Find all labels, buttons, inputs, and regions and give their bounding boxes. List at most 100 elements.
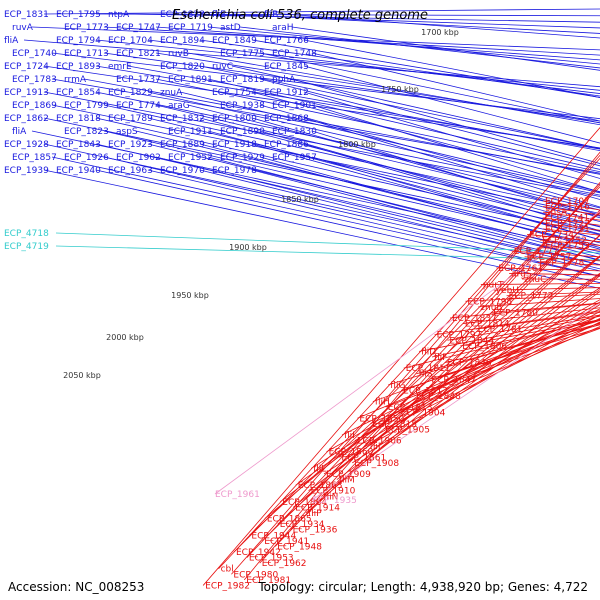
- forward-gene-label: ruvA: [12, 23, 34, 33]
- forward-gene-label: ECP_1886: [264, 140, 309, 150]
- reverse-connector: [382, 321, 600, 430]
- forward-gene-label: pphA: [272, 75, 296, 85]
- scale-label: 1850 kbp: [281, 195, 319, 204]
- forward-gene-label: ECP_1891: [168, 75, 213, 85]
- reverse-gene-label: ECP_1909: [326, 470, 371, 480]
- forward-gene-label: fliE: [212, 10, 226, 20]
- forward-gene-label-connector: [83, 78, 600, 175]
- reverse-gene-label: ECP_1942: [236, 548, 281, 558]
- reverse-connector: [475, 311, 600, 330]
- forward-gene-label: ECP_1766: [264, 36, 309, 46]
- reverse-gene-label: ECP_1812: [403, 386, 448, 396]
- forward-gene-label-connector: [95, 117, 600, 232]
- scale-label: 2050 kbp: [63, 371, 101, 380]
- reverse-connector: [352, 304, 600, 464]
- scale-label: 1750 kbp: [381, 85, 419, 94]
- forward-gene-label: ECP_1929: [220, 153, 265, 163]
- forward-gene-label: ECP_1773: [64, 23, 109, 33]
- reverse-gene-label: ECP_1982: [205, 581, 250, 591]
- forward-gene-label: ECP_1893: [56, 62, 101, 72]
- reverse-gene-label: ECP_1948: [277, 542, 322, 552]
- forward-gene-label-connector: [231, 65, 600, 149]
- forward-gene-label: ECP_1775: [220, 49, 265, 59]
- forward-gene-label-connector: [199, 143, 600, 248]
- forward-gene-label: ECP_1889: [160, 140, 205, 150]
- forward-gene-label-connector: [251, 143, 600, 241]
- forward-gene-label: ECP_1724: [4, 62, 49, 72]
- forward-gene-label-connector: [291, 26, 600, 71]
- reverse-gene-label: ECP_1731: [545, 225, 590, 235]
- forward-gene-label-connector: [127, 65, 600, 152]
- reverse-gene-label: ECP_1936: [293, 526, 338, 536]
- reverse-gene-label: fliN: [323, 492, 338, 502]
- forward-gene-label-connector: [251, 169, 600, 262]
- reverse-gene-label: ECP_1914: [295, 503, 340, 513]
- forward-gene-label-connector: [95, 169, 600, 284]
- forward-gene-label-connector: [187, 52, 600, 126]
- reverse-connector: [231, 154, 600, 575]
- forward-gene-label: ECP_1828: [160, 10, 205, 20]
- rna-connector: [55, 245, 600, 261]
- forward-gene-label-connector: [259, 104, 600, 200]
- forward-gene-label-connector: [155, 156, 600, 266]
- reverse-connector: [447, 314, 600, 341]
- reverse-gene-label: fliP: [308, 509, 322, 519]
- reverse-gene-label: ECP_1757: [527, 253, 572, 263]
- forward-gene-label-connector: [207, 156, 600, 258]
- forward-gene-label-connector: [207, 26, 600, 65]
- reverse-connector: [434, 310, 600, 336]
- reverse-gene-label: fliG: [390, 381, 405, 391]
- reverse-gene-label: ECP_1934: [280, 520, 325, 530]
- reverse-gene-label: ECP_1953: [249, 554, 294, 564]
- forward-gene-label-connector: [303, 117, 600, 208]
- reverse-connector: [308, 273, 600, 492]
- forward-gene-label: ECP_1854: [56, 88, 101, 98]
- forward-gene-label-connector: [147, 169, 600, 277]
- reverse-gene-label: ECP_1798: [467, 297, 512, 307]
- reverse-gene-label: fliL: [313, 464, 326, 474]
- forward-gene-label-connector: [311, 156, 600, 241]
- forward-gene-label: ECP_1823: [64, 127, 109, 137]
- forward-gene-label-connector: [303, 91, 600, 179]
- reverse-connector: [465, 293, 600, 302]
- forward-gene-label-connector: [251, 91, 600, 186]
- reverse-gene-label: ECP_1813: [388, 403, 433, 413]
- forward-gene-label: ECP_1862: [4, 114, 49, 124]
- reverse-gene-label: ECP_1865: [267, 515, 312, 525]
- forward-gene-label-connector: [103, 52, 600, 122]
- forward-gene-label: ECP_1911: [168, 127, 213, 137]
- reverse-connector: [416, 323, 600, 375]
- forward-gene-label-connector: [199, 39, 600, 97]
- reverse-gene-label: ECP_1905: [385, 425, 430, 435]
- reverse-connector: [339, 301, 600, 458]
- reverse-gene-label: yebU: [496, 286, 519, 296]
- reverse-gene-label: ECP_1844: [449, 336, 494, 346]
- scale-label: 1700 kbp: [421, 28, 459, 37]
- forward-gene-label-connector: [251, 39, 600, 98]
- reverse-connector: [462, 307, 600, 324]
- label-connectors: [23, 8, 600, 586]
- forward-gene-label: ECP_1829: [108, 88, 153, 98]
- reverse-gene-label: fliJ: [370, 442, 381, 452]
- forward-gene-label: ECP_1868: [264, 114, 309, 124]
- forward-gene-label: ECP_1748: [272, 49, 317, 59]
- reverse-gene-label: ECP_1797: [437, 331, 482, 341]
- forward-gene-label: ECP_1843: [56, 140, 101, 150]
- forward-gene-label-connector: [259, 130, 600, 228]
- reverse-gene-label: ECP_1777: [514, 247, 559, 257]
- forward-gene-label: ECP_1849: [212, 36, 257, 46]
- forward-gene-label: ntpA: [108, 10, 130, 20]
- reverse-connector: [385, 322, 600, 408]
- reverse-gene-label: ECP_1814: [465, 320, 510, 330]
- forward-gene-label-connector: [135, 130, 600, 244]
- reverse-gene-label: ECP_1837: [452, 314, 497, 324]
- reverse-connector: [259, 181, 600, 564]
- pseudogene-connector: [214, 210, 600, 495]
- reverse-connector: [370, 317, 600, 425]
- forward-gene-label: ECP_1912: [264, 88, 309, 98]
- forward-gene-label: ECP_1928: [4, 140, 49, 150]
- reverse-connector: [449, 303, 600, 319]
- reverse-connector: [321, 275, 600, 497]
- reverse-gene-label: cbl: [221, 565, 234, 575]
- scale-label: 1950 kbp: [171, 291, 209, 300]
